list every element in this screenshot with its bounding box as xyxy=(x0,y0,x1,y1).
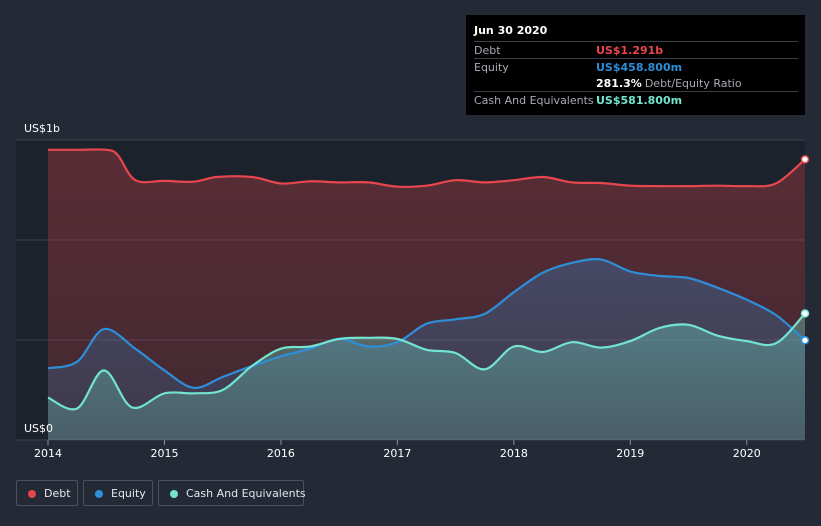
cash-endpoint[interactable] xyxy=(800,309,810,318)
legend-label-cash: Cash And Equivalents xyxy=(186,487,306,500)
legend-item-debt[interactable]: Debt xyxy=(16,480,78,506)
tooltip-value-debt: US$1.291b xyxy=(596,44,664,57)
tooltip-label-equity: Equity xyxy=(474,61,509,74)
equity-line xyxy=(47,258,806,389)
series-endpoints xyxy=(800,155,810,345)
x-tick-label-2020: 2020 xyxy=(733,447,761,460)
debt-dot-icon xyxy=(28,490,36,498)
y-axis-top-label: US$1b xyxy=(24,122,60,135)
x-tick-label-2017: 2017 xyxy=(383,447,411,460)
tooltip-label-cash: Cash And Equivalents xyxy=(474,94,594,107)
cash-line xyxy=(47,312,806,411)
x-tick-label-2018: 2018 xyxy=(500,447,528,460)
legend-label-debt: Debt xyxy=(44,487,71,500)
legend-item-equity[interactable]: Equity xyxy=(83,480,153,506)
debt-endpoint[interactable] xyxy=(800,155,810,164)
tooltip-row-debt: Debt US$1.291b xyxy=(474,41,798,59)
tooltip-panel: Jun 30 2020 Debt US$1.291b Equity US$458… xyxy=(466,15,805,115)
tooltip-ratio: 281.3% Debt/Equity Ratio xyxy=(596,77,742,90)
x-axis-ticks: 2014 2015 2016 2017 2018 2019 2020 xyxy=(34,440,761,460)
tooltip-row-equity: Equity US$458.800m xyxy=(474,58,798,76)
legend-label-equity: Equity xyxy=(111,487,146,500)
cash-area xyxy=(48,313,805,440)
equity-endpoint[interactable] xyxy=(800,336,810,345)
debt-line xyxy=(48,148,806,189)
x-tick-label-2014: 2014 xyxy=(34,447,62,460)
cash-dot-icon xyxy=(170,490,178,498)
tooltip-row-cash: Cash And Equivalents US$581.800m xyxy=(474,91,798,109)
x-tick-label-2015: 2015 xyxy=(150,447,178,460)
x-tick-label-2016: 2016 xyxy=(267,447,295,460)
tooltip-ratio-label: Debt/Equity Ratio xyxy=(644,77,742,90)
tooltip-label-debt: Debt xyxy=(474,44,501,57)
tooltip-value-equity: US$458.800m xyxy=(596,61,683,74)
y-axis-bottom-label: US$0 xyxy=(24,422,53,435)
series-lines xyxy=(47,148,806,411)
tooltip-value-cash: US$581.800m xyxy=(596,94,683,107)
legend-item-cash[interactable]: Cash And Equivalents xyxy=(158,480,306,506)
tooltip-date: Jun 30 2020 xyxy=(474,24,548,37)
x-tick-label-2019: 2019 xyxy=(616,447,644,460)
equity-dot-icon xyxy=(95,490,103,498)
tooltip-ratio-value: 281.3% xyxy=(596,77,642,90)
series-areas xyxy=(48,149,805,440)
tooltip-row-ratio: 281.3% Debt/Equity Ratio xyxy=(474,75,798,92)
